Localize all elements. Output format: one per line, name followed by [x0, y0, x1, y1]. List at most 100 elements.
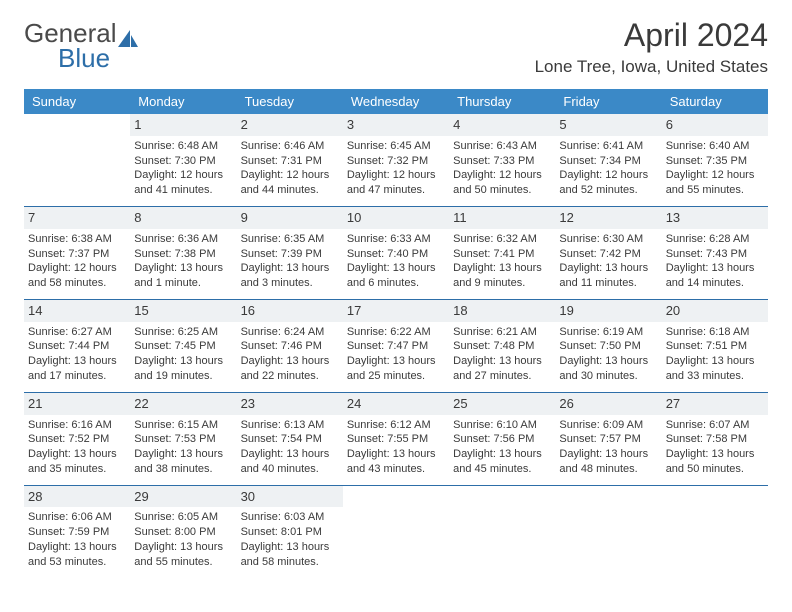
daylight-text: Daylight: 13 hours	[347, 447, 445, 462]
sunset-text: Sunset: 7:38 PM	[134, 247, 232, 262]
sunrise-text: Sunrise: 6:25 AM	[134, 325, 232, 340]
day-number: 16	[237, 300, 343, 322]
calendar-day-cell: 4Sunrise: 6:43 AMSunset: 7:33 PMDaylight…	[449, 114, 555, 206]
sunrise-text: Sunrise: 6:13 AM	[241, 418, 339, 433]
sunrise-text: Sunrise: 6:43 AM	[453, 139, 551, 154]
sunset-text: Sunset: 7:47 PM	[347, 339, 445, 354]
calendar-day-cell	[343, 485, 449, 577]
calendar-day-cell: 11Sunrise: 6:32 AMSunset: 7:41 PMDayligh…	[449, 207, 555, 300]
daylight-text: and 30 minutes.	[559, 369, 657, 384]
calendar-day-cell	[662, 485, 768, 577]
calendar-day-cell: 27Sunrise: 6:07 AMSunset: 7:58 PMDayligh…	[662, 392, 768, 485]
daylight-text: and 38 minutes.	[134, 462, 232, 477]
daylight-text: Daylight: 13 hours	[453, 261, 551, 276]
sunset-text: Sunset: 7:45 PM	[134, 339, 232, 354]
day-number: 6	[662, 114, 768, 136]
day-number: 17	[343, 300, 449, 322]
daylight-text: and 55 minutes.	[666, 183, 764, 198]
day-number: 28	[24, 486, 130, 508]
calendar-week-row: 28Sunrise: 6:06 AMSunset: 7:59 PMDayligh…	[24, 485, 768, 577]
calendar-day-cell: 13Sunrise: 6:28 AMSunset: 7:43 PMDayligh…	[662, 207, 768, 300]
daylight-text: and 9 minutes.	[453, 276, 551, 291]
daylight-text: and 35 minutes.	[28, 462, 126, 477]
calendar-week-row: 21Sunrise: 6:16 AMSunset: 7:52 PMDayligh…	[24, 392, 768, 485]
daylight-text: Daylight: 12 hours	[134, 168, 232, 183]
weekday-header: Tuesday	[237, 89, 343, 114]
calendar-day-cell: 16Sunrise: 6:24 AMSunset: 7:46 PMDayligh…	[237, 300, 343, 393]
sunrise-text: Sunrise: 6:36 AM	[134, 232, 232, 247]
daylight-text: Daylight: 12 hours	[559, 168, 657, 183]
daylight-text: and 58 minutes.	[28, 276, 126, 291]
weekday-header: Monday	[130, 89, 236, 114]
calendar-day-cell: 9Sunrise: 6:35 AMSunset: 7:39 PMDaylight…	[237, 207, 343, 300]
calendar-day-cell: 30Sunrise: 6:03 AMSunset: 8:01 PMDayligh…	[237, 485, 343, 577]
calendar-day-cell: 20Sunrise: 6:18 AMSunset: 7:51 PMDayligh…	[662, 300, 768, 393]
sunrise-text: Sunrise: 6:24 AM	[241, 325, 339, 340]
sunrise-text: Sunrise: 6:40 AM	[666, 139, 764, 154]
calendar-day-cell: 2Sunrise: 6:46 AMSunset: 7:31 PMDaylight…	[237, 114, 343, 206]
weekday-header: Thursday	[449, 89, 555, 114]
daylight-text: and 19 minutes.	[134, 369, 232, 384]
calendar-day-cell: 17Sunrise: 6:22 AMSunset: 7:47 PMDayligh…	[343, 300, 449, 393]
sunrise-text: Sunrise: 6:16 AM	[28, 418, 126, 433]
calendar-table: SundayMondayTuesdayWednesdayThursdayFrid…	[24, 89, 768, 578]
title-block: April 2024 Lone Tree, Iowa, United State…	[535, 18, 768, 77]
day-number: 27	[662, 393, 768, 415]
calendar-day-cell: 23Sunrise: 6:13 AMSunset: 7:54 PMDayligh…	[237, 392, 343, 485]
day-number: 15	[130, 300, 236, 322]
daylight-text: Daylight: 13 hours	[666, 354, 764, 369]
day-number: 26	[555, 393, 661, 415]
sunset-text: Sunset: 8:01 PM	[241, 525, 339, 540]
calendar-day-cell: 26Sunrise: 6:09 AMSunset: 7:57 PMDayligh…	[555, 392, 661, 485]
sunset-text: Sunset: 7:30 PM	[134, 154, 232, 169]
calendar-day-cell: 25Sunrise: 6:10 AMSunset: 7:56 PMDayligh…	[449, 392, 555, 485]
daylight-text: and 53 minutes.	[28, 555, 126, 570]
calendar-day-cell: 5Sunrise: 6:41 AMSunset: 7:34 PMDaylight…	[555, 114, 661, 206]
calendar-day-cell: 14Sunrise: 6:27 AMSunset: 7:44 PMDayligh…	[24, 300, 130, 393]
calendar-day-cell: 19Sunrise: 6:19 AMSunset: 7:50 PMDayligh…	[555, 300, 661, 393]
daylight-text: Daylight: 13 hours	[134, 261, 232, 276]
weekday-header: Sunday	[24, 89, 130, 114]
sunrise-text: Sunrise: 6:28 AM	[666, 232, 764, 247]
daylight-text: Daylight: 13 hours	[347, 354, 445, 369]
daylight-text: Daylight: 13 hours	[134, 540, 232, 555]
day-number: 3	[343, 114, 449, 136]
day-number: 20	[662, 300, 768, 322]
day-number: 9	[237, 207, 343, 229]
sunset-text: Sunset: 7:52 PM	[28, 432, 126, 447]
daylight-text: and 43 minutes.	[347, 462, 445, 477]
day-number: 1	[130, 114, 236, 136]
daylight-text: and 14 minutes.	[666, 276, 764, 291]
daylight-text: Daylight: 13 hours	[453, 354, 551, 369]
daylight-text: and 33 minutes.	[666, 369, 764, 384]
daylight-text: Daylight: 13 hours	[666, 261, 764, 276]
day-number: 25	[449, 393, 555, 415]
calendar-day-cell: 24Sunrise: 6:12 AMSunset: 7:55 PMDayligh…	[343, 392, 449, 485]
sunset-text: Sunset: 7:34 PM	[559, 154, 657, 169]
daylight-text: and 48 minutes.	[559, 462, 657, 477]
daylight-text: Daylight: 13 hours	[559, 354, 657, 369]
daylight-text: and 11 minutes.	[559, 276, 657, 291]
daylight-text: Daylight: 12 hours	[453, 168, 551, 183]
sunrise-text: Sunrise: 6:15 AM	[134, 418, 232, 433]
sunrise-text: Sunrise: 6:35 AM	[241, 232, 339, 247]
calendar-day-cell: 29Sunrise: 6:05 AMSunset: 8:00 PMDayligh…	[130, 485, 236, 577]
sunrise-text: Sunrise: 6:18 AM	[666, 325, 764, 340]
daylight-text: and 44 minutes.	[241, 183, 339, 198]
day-number: 7	[24, 207, 130, 229]
calendar-page: GeneralBlue April 2024 Lone Tree, Iowa, …	[0, 0, 792, 612]
calendar-day-cell: 10Sunrise: 6:33 AMSunset: 7:40 PMDayligh…	[343, 207, 449, 300]
sunrise-text: Sunrise: 6:10 AM	[453, 418, 551, 433]
day-number: 11	[449, 207, 555, 229]
calendar-day-cell: 21Sunrise: 6:16 AMSunset: 7:52 PMDayligh…	[24, 392, 130, 485]
daylight-text: and 40 minutes.	[241, 462, 339, 477]
sunset-text: Sunset: 7:58 PM	[666, 432, 764, 447]
calendar-day-cell: 12Sunrise: 6:30 AMSunset: 7:42 PMDayligh…	[555, 207, 661, 300]
daylight-text: and 50 minutes.	[453, 183, 551, 198]
daylight-text: Daylight: 13 hours	[134, 447, 232, 462]
daylight-text: Daylight: 13 hours	[28, 447, 126, 462]
daylight-text: and 17 minutes.	[28, 369, 126, 384]
sunset-text: Sunset: 7:56 PM	[453, 432, 551, 447]
daylight-text: and 55 minutes.	[134, 555, 232, 570]
calendar-day-cell	[555, 485, 661, 577]
